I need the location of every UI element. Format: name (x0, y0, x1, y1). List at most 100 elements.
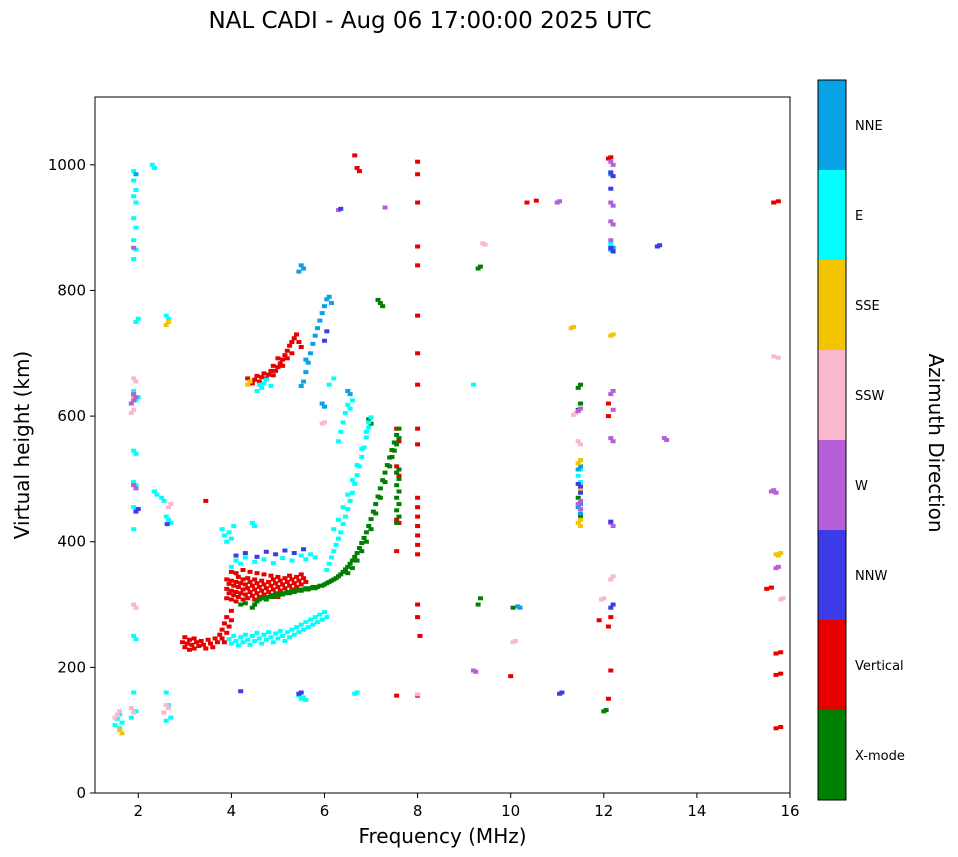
data-point-E (245, 637, 251, 642)
data-point-E (128, 715, 134, 720)
data-point-Vertical (771, 200, 777, 205)
y-axis-label: Virtual height (km) (10, 350, 34, 540)
data-point-NNW (338, 206, 344, 211)
data-point-SSW (575, 439, 581, 444)
data-point-E (321, 610, 327, 615)
data-point-SSW (131, 710, 137, 715)
data-point-Vertical (252, 377, 258, 382)
data-point-Vertical (270, 587, 276, 592)
data-point-E (221, 533, 227, 538)
data-point-NNW (263, 549, 269, 554)
data-point-E (354, 463, 360, 468)
data-point-E (228, 536, 234, 541)
data-point-X-mode (377, 495, 383, 500)
data-point-E (233, 558, 239, 563)
data-point-Vertical (296, 339, 302, 344)
data-point-Vertical (226, 591, 232, 596)
data-point-E (345, 507, 351, 512)
data-point-E (335, 517, 341, 522)
data-point-E (168, 715, 174, 720)
data-point-NNW (657, 243, 663, 248)
data-point-Vertical (298, 572, 304, 577)
data-point-Vertical (210, 645, 216, 650)
data-point-NNE (303, 357, 309, 362)
data-point-Vertical (186, 647, 192, 652)
data-point-NNE (301, 266, 307, 271)
data-point-Vertical (182, 635, 188, 640)
x-axis-label: Frequency (MHz) (358, 824, 527, 848)
colorbar-tick-label: E (855, 209, 863, 224)
data-point-Vertical (268, 583, 274, 588)
data-point-Vertical (415, 602, 421, 607)
data-point-Vertical (764, 586, 770, 591)
data-point-Vertical (289, 351, 295, 356)
data-point-SSW (128, 410, 134, 415)
data-point-E (242, 555, 248, 560)
colorbar-segment-W (818, 440, 846, 530)
data-point-X-mode (359, 549, 365, 554)
data-point-W (575, 502, 581, 507)
data-point-Vertical (773, 726, 779, 731)
data-point-Vertical (191, 646, 197, 651)
data-point-NNE (326, 294, 332, 299)
data-point-Vertical (240, 587, 246, 592)
data-point-Vertical (768, 585, 774, 590)
data-point-NNE (517, 605, 523, 610)
data-point-E (342, 514, 348, 519)
data-point-E (235, 643, 241, 648)
data-point-Vertical (235, 595, 241, 600)
data-point-Vertical (284, 356, 290, 361)
data-point-E (231, 524, 237, 529)
data-point-SSE (117, 728, 123, 733)
data-point-W (664, 437, 670, 442)
data-point-X-mode (349, 566, 355, 571)
data-point-E (133, 451, 139, 456)
data-point-X-mode (394, 508, 400, 513)
data-point-X-mode (270, 595, 276, 600)
data-point-Vertical (224, 630, 230, 635)
data-point-E (319, 617, 325, 622)
data-point-X-mode (382, 470, 388, 475)
data-point-Vertical (275, 356, 281, 361)
data-point-Vertical (415, 382, 421, 387)
data-point-NNE (317, 318, 323, 323)
data-point-E (328, 555, 334, 560)
data-point-E (252, 524, 258, 529)
data-point-Vertical (226, 624, 232, 629)
data-point-Vertical (254, 373, 260, 378)
data-point-NNW (291, 551, 297, 556)
data-point-NNW (233, 553, 239, 558)
data-point-E (268, 635, 274, 640)
data-point-NNW (321, 338, 327, 343)
data-point-E (345, 492, 351, 497)
data-point-Vertical (203, 646, 209, 651)
data-point-NNE (345, 388, 351, 393)
data-point-Vertical (415, 351, 421, 356)
data-point-X-mode (342, 567, 348, 572)
data-point-SSW (780, 596, 786, 601)
data-point-E (249, 520, 255, 525)
data-point-W (608, 238, 614, 243)
data-point-E (133, 187, 139, 192)
data-point-E (135, 316, 141, 321)
data-point-NNW (610, 174, 616, 179)
data-point-SSW (415, 692, 421, 697)
data-point-E (349, 478, 355, 483)
data-point-E (326, 382, 332, 387)
data-point-Vertical (280, 582, 286, 587)
data-point-E (363, 429, 369, 434)
data-point-E (131, 178, 137, 183)
data-point-E (359, 454, 365, 459)
data-point-Vertical (235, 574, 241, 579)
data-point-X-mode (575, 385, 581, 390)
data-point-Vertical (259, 375, 265, 380)
data-point-E (249, 633, 255, 638)
data-point-Vertical (228, 618, 234, 623)
data-point-Vertical (284, 348, 290, 353)
data-point-Vertical (394, 549, 400, 554)
data-point-W (610, 162, 616, 167)
data-point-NNE (575, 467, 581, 472)
data-point-E (331, 549, 337, 554)
data-point-E (470, 382, 476, 387)
data-point-NNW (608, 605, 614, 610)
